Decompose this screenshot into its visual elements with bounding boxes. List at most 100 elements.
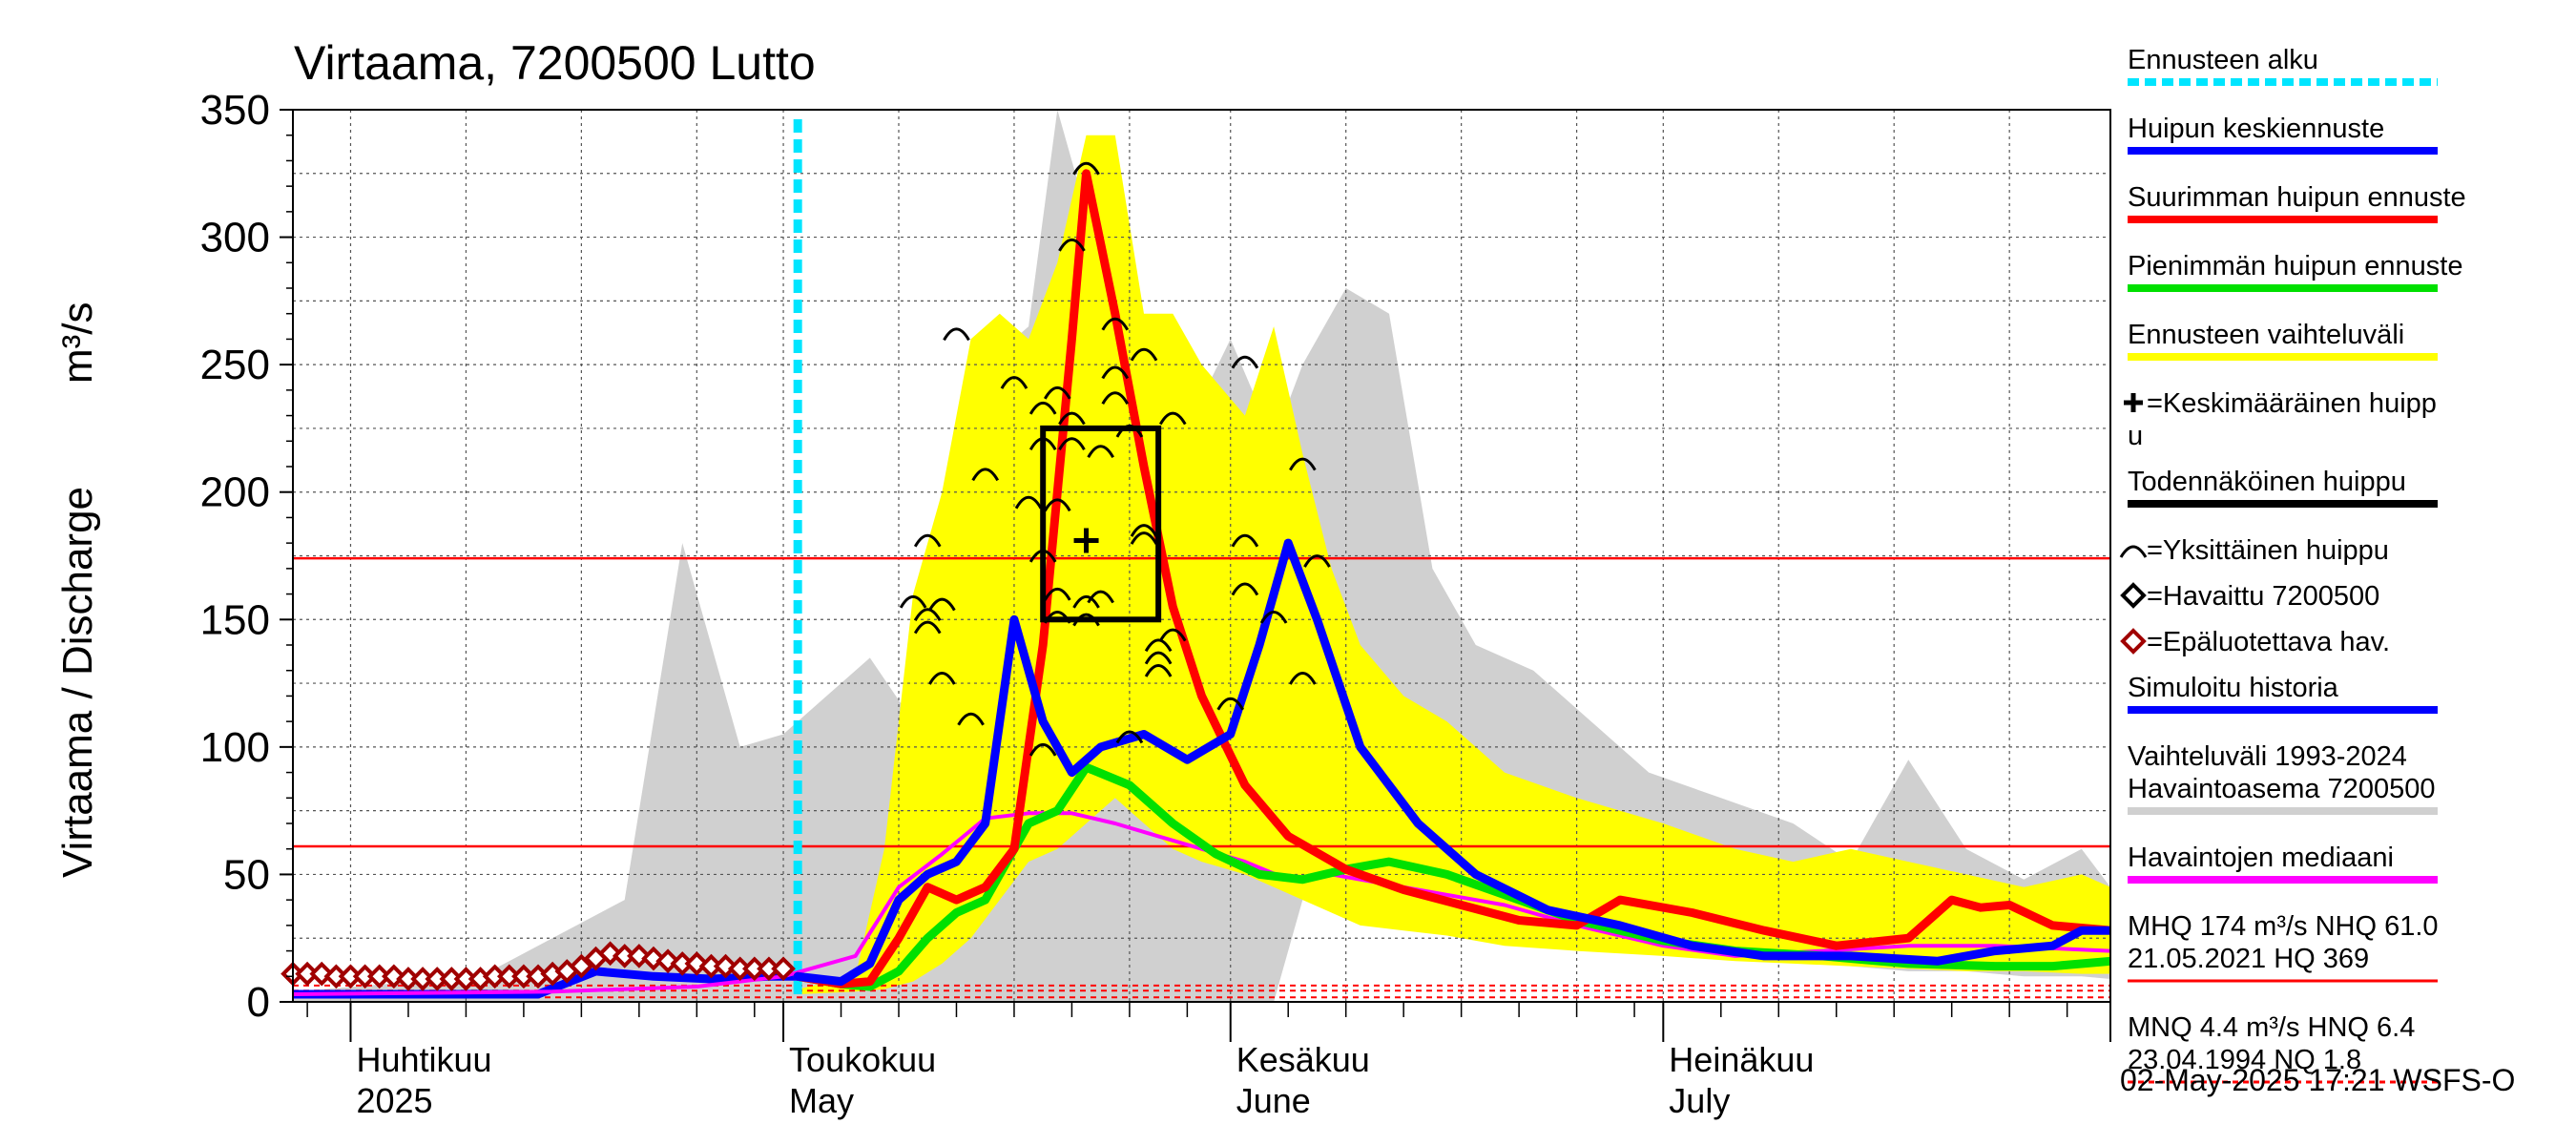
x-month-label: Heinäkuu (1669, 1040, 1814, 1079)
individual-peak-point (1087, 590, 1114, 604)
legend-symbol-diamond (2120, 628, 2147, 655)
individual-peak-point (1259, 610, 1288, 624)
x-month-sublabel: May (789, 1081, 854, 1120)
individual-peak-point (1216, 697, 1245, 711)
individual-peak-point (943, 327, 970, 342)
individual-peak-point (1028, 401, 1057, 415)
individual-peak-point (1144, 664, 1173, 677)
individual-peak-point (1072, 161, 1100, 176)
legend-label: Ennusteen vaihteluväli (2128, 320, 2404, 350)
y-tick-label: 50 (223, 851, 270, 898)
x-month-sublabel: July (1669, 1081, 1730, 1120)
individual-peak-point (1044, 587, 1071, 601)
x-month-label: Huhtikuu (356, 1040, 491, 1079)
individual-peak-point (1130, 524, 1158, 537)
unreliable-observation-point (771, 956, 796, 982)
legend-label: Vaihteluväli 1993-2024 (2128, 741, 2407, 772)
individual-peak-point (957, 712, 985, 726)
legend-label: Pienimmän huipun ennuste (2128, 251, 2462, 281)
legend-label: =Yksittäinen huippu (2147, 535, 2389, 566)
individual-peak-point (928, 672, 956, 685)
legend-label: Ennusteen alku (2128, 45, 2318, 75)
legend-symbol-diamond (2120, 582, 2147, 609)
individual-peak-point (1158, 411, 1187, 426)
series-huipun-keskiennuste (793, 538, 2110, 987)
y-axis-unit: m³/s (54, 302, 101, 384)
individual-peak-point (1303, 554, 1331, 568)
x-month-label: Toukokuu (789, 1040, 936, 1079)
individual-peak-point (899, 594, 927, 609)
individual-peak-point (913, 620, 942, 635)
individual-peak-point (971, 468, 1000, 482)
legend: Ennusteen alku Huipun keskiennuste Suurimm… (2119, 45, 2466, 1084)
individual-peak-point (1158, 628, 1187, 642)
forecast-range-band (798, 135, 2110, 994)
grid-layer (293, 110, 2111, 1002)
legend-label-line2: 21.05.2021 HQ 369 (2128, 944, 2369, 974)
series-layer (293, 169, 2110, 999)
individual-peak-point (1000, 376, 1028, 389)
legend-symbol-plus (2124, 393, 2143, 412)
individual-peak-point (1072, 594, 1100, 609)
probable-peak-box (1040, 425, 1162, 623)
individual-peak-point (1044, 385, 1071, 400)
legend-label-line2: Havaintoasema 7200500 (2128, 774, 2435, 804)
legend-label: Huipun keskiennuste (2128, 114, 2384, 144)
individual-peak-point (1087, 445, 1114, 459)
forecast-range-layer (798, 135, 2110, 994)
legend-label-line2: 23.04.1994 NQ 1.8 (2128, 1045, 2361, 1075)
individual-peak-point (1289, 457, 1317, 471)
legend-label: Simuloitu historia (2128, 673, 2339, 703)
individual-peak-point (913, 608, 942, 622)
x-month-sublabel: June (1236, 1081, 1311, 1120)
footer-timestamp: 02-May-2025 17:21 WSFS-O (2120, 1063, 2515, 1097)
individual-peak-point (1130, 531, 1158, 545)
legend-label: =Keskimääräinen huipp (2147, 388, 2437, 419)
individual-peak-point (1231, 533, 1259, 548)
chart-title: Virtaama, 7200500 Lutto (294, 36, 816, 90)
individual-peak-point (1058, 238, 1086, 252)
y-axis-layer: 0 50 100 150 200 250 300 350 (200, 87, 293, 1026)
y-axis-label: Virtaama / Discharge (54, 487, 101, 878)
legend-label: MNQ 4.4 m³/s HNQ 6.4 (2128, 1012, 2415, 1043)
legend-label: MHQ 174 m³/s NHQ 61.0 (2128, 911, 2439, 942)
individual-peak-point (1231, 582, 1259, 596)
individual-peak-point (1115, 730, 1144, 744)
individual-peak-point (1014, 495, 1043, 510)
individual-peak-point (1101, 391, 1130, 405)
individual-peak-point (1101, 317, 1130, 331)
observed-layer (280, 941, 796, 991)
individual-peak-point (1130, 347, 1158, 362)
x-month-sublabel: 2025 (356, 1081, 432, 1120)
y-tick-label: 300 (200, 215, 270, 261)
individual-peak-point (1101, 365, 1130, 380)
y-tick-label: 150 (200, 596, 270, 643)
individual-peak-point (928, 597, 956, 612)
individual-peak-point (1058, 411, 1086, 426)
legend-symbol-arc (2119, 545, 2148, 558)
individual-peak-point (1044, 498, 1071, 512)
individual-peak-point (913, 533, 942, 548)
legend-label-line2: u (2128, 421, 2143, 451)
plot-frame (292, 109, 2111, 1003)
legend-label: =Epäluotettava hav. (2147, 627, 2390, 657)
individual-peak-point (1058, 437, 1086, 451)
legend-label: Suurimman huipun ennuste (2128, 182, 2466, 213)
unreliable-observation-point (569, 953, 594, 979)
y-tick-label: 200 (200, 469, 270, 516)
unreliable-observation-point (382, 964, 406, 989)
individual-peak-point (1231, 355, 1259, 369)
individual-peak-point (1144, 638, 1173, 653)
x-month-label: Kesäkuu (1236, 1040, 1370, 1079)
individual-peak-point (1144, 651, 1173, 665)
legend-label: Havaintojen mediaani (2128, 843, 2394, 873)
y-tick-label: 0 (247, 979, 270, 1026)
individual-peak-point (1289, 672, 1317, 685)
legend-label: =Havaittu 7200500 (2147, 581, 2379, 612)
y-tick-label: 250 (200, 342, 270, 388)
legend-label: Todennäköinen huippu (2128, 467, 2406, 497)
individual-peak-point (1028, 742, 1057, 757)
mean-peak-point (1073, 528, 1099, 553)
